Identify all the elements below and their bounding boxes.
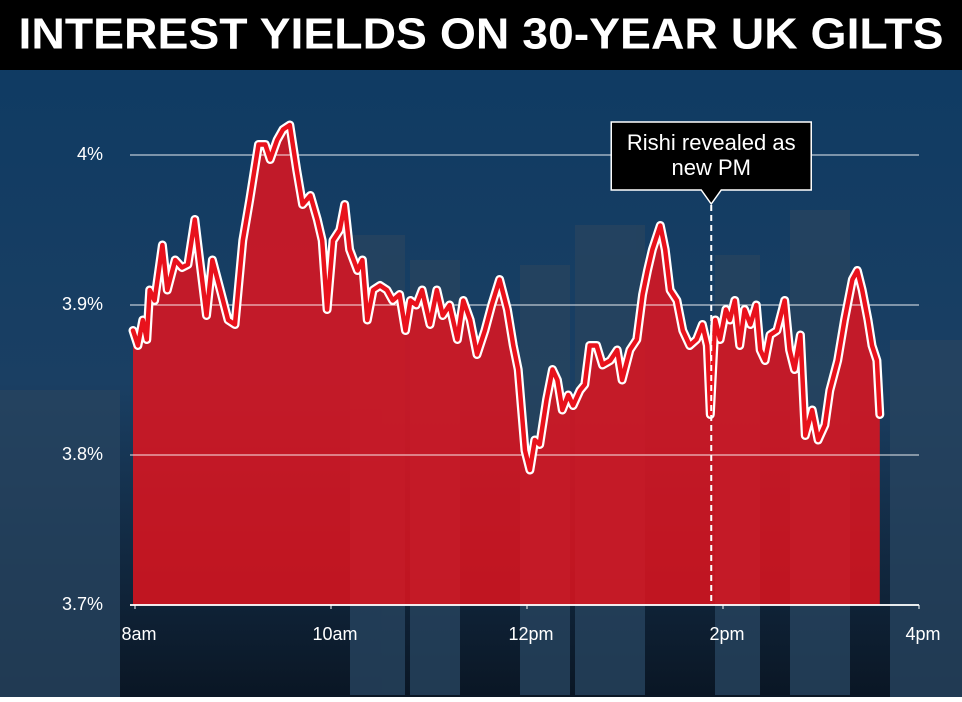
- line: [130, 122, 883, 473]
- y-tick-label: 3.8%: [62, 444, 103, 464]
- x-tick-label: 8am: [121, 624, 156, 644]
- title-bar: [0, 0, 962, 70]
- plot: 3.7% 3.8% 3.9% 4% 8am 10am 12pm 2pm 4pm Rishi rev…: [62, 120, 941, 644]
- annotation-box: [610, 121, 812, 206]
- x-tick-label: 12pm: [508, 624, 553, 644]
- annotation-text: Rishi revealed as: [627, 130, 796, 155]
- annotation-text: new PM: [671, 155, 750, 180]
- y-tick-label: 4%: [77, 144, 103, 164]
- y-tick-label: 3.9%: [62, 294, 103, 314]
- x-tick-label: 10am: [312, 624, 357, 644]
- chart-title: INTEREST YIELDS ON 30-YEAR UK GILTS: [19, 10, 944, 59]
- x-tick-label: 4pm: [905, 624, 940, 644]
- y-tick-label: 3.7%: [62, 594, 103, 614]
- x-tick-label: 2pm: [709, 624, 744, 644]
